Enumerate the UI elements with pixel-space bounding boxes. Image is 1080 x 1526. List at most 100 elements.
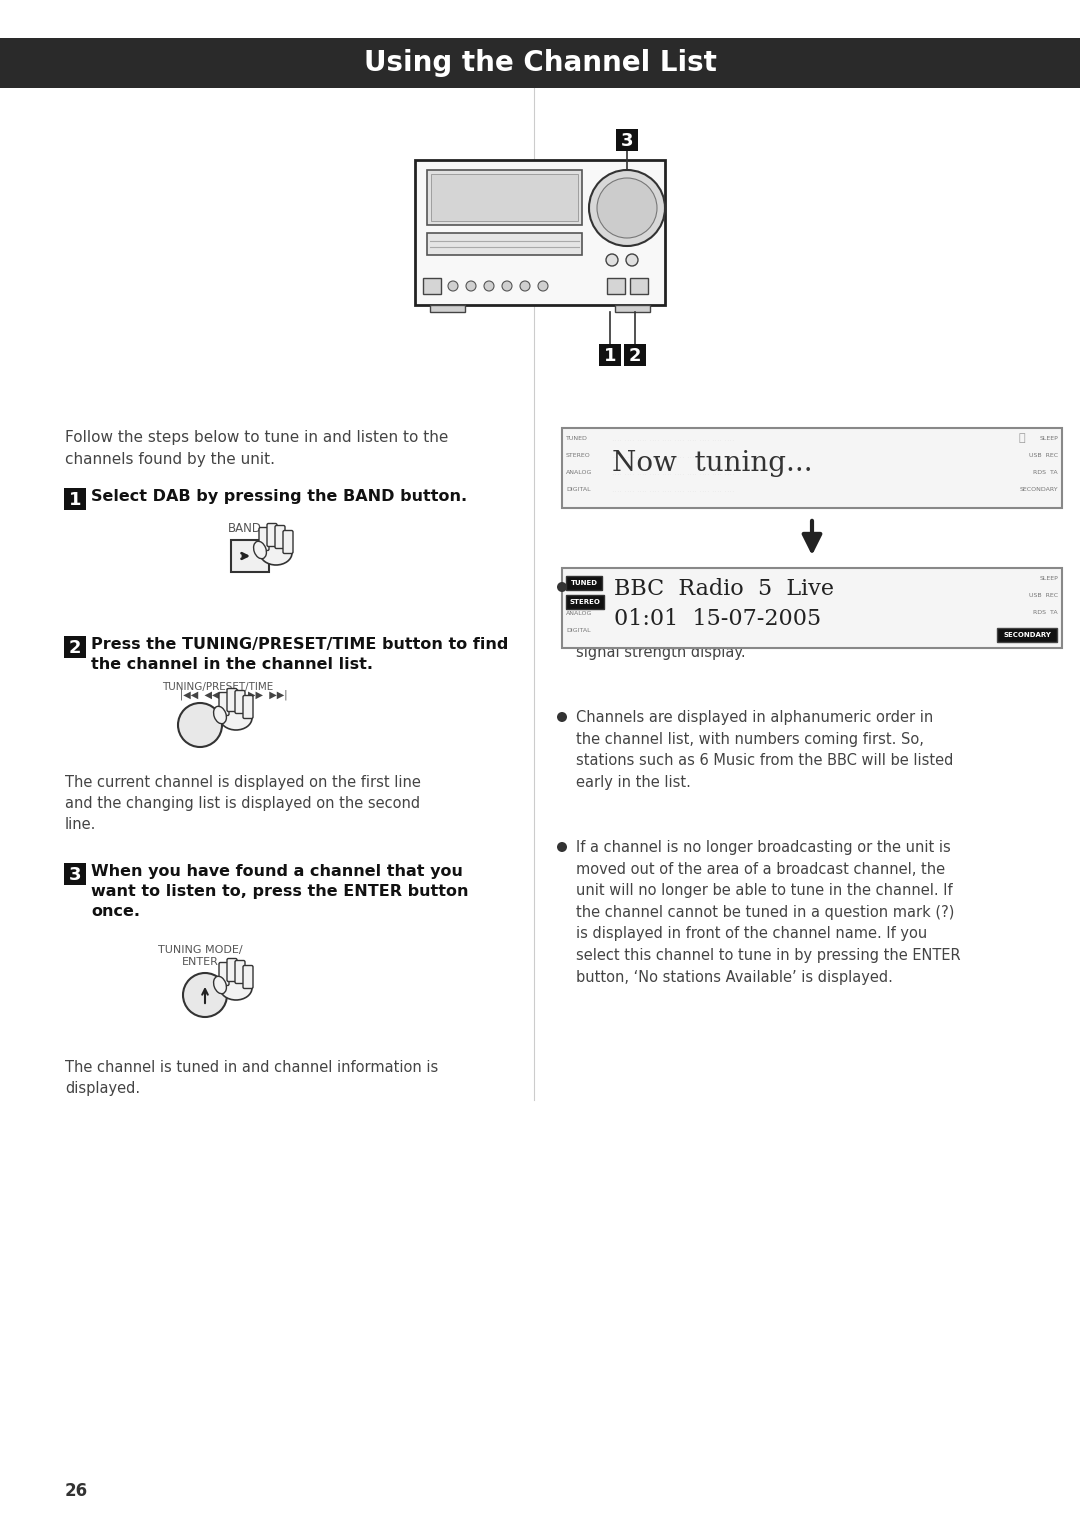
Text: 1: 1 (604, 346, 617, 365)
Circle shape (519, 281, 530, 291)
Text: Using the Channel List: Using the Channel List (364, 49, 716, 76)
Text: Follow the steps below to tune in and listen to the
channels found by the unit.: Follow the steps below to tune in and li… (65, 430, 448, 467)
Text: 2: 2 (69, 639, 81, 658)
Text: SECONDARY: SECONDARY (1020, 487, 1058, 491)
Circle shape (183, 974, 227, 1016)
Bar (64, 864, 86, 885)
Text: ANALOG: ANALOG (566, 470, 592, 475)
Text: .... .... .... .... .... .... .... .... .... ....: .... .... .... .... .... .... .... .... … (612, 438, 734, 443)
Text: SLEEP: SLEEP (1039, 436, 1058, 441)
Text: DIGITAL: DIGITAL (566, 629, 591, 633)
Bar (562, 427, 1062, 508)
Text: .... .... .... .... .... .... .... .... .... ....: .... .... .... .... .... .... .... .... … (612, 488, 734, 493)
Circle shape (626, 253, 638, 266)
FancyBboxPatch shape (283, 531, 293, 554)
FancyBboxPatch shape (259, 528, 269, 551)
Bar (423, 278, 441, 295)
Text: BAND: BAND (228, 522, 262, 536)
Bar (566, 575, 602, 591)
Text: DIGITAL: DIGITAL (566, 487, 591, 491)
Bar (415, 160, 665, 305)
Bar (607, 278, 625, 295)
FancyBboxPatch shape (243, 966, 253, 989)
Text: TUNING/PRESET/TIME: TUNING/PRESET/TIME (162, 682, 273, 691)
Circle shape (557, 713, 567, 722)
Text: The channel is tuned in and channel information is
displayed.: The channel is tuned in and channel info… (65, 1061, 438, 1096)
Circle shape (597, 179, 657, 238)
Text: SECONDARY: SECONDARY (1003, 632, 1051, 638)
Bar (630, 278, 648, 295)
Text: ANALOG: ANALOG (566, 610, 592, 617)
Ellipse shape (214, 977, 227, 993)
FancyBboxPatch shape (275, 525, 285, 548)
Text: Now  tuning...: Now tuning... (612, 450, 812, 478)
Text: To display the signal strength of a channel, press
the ENTER button. The signal : To display the signal strength of a chan… (576, 580, 954, 659)
Text: USB  REC: USB REC (1029, 453, 1058, 458)
FancyBboxPatch shape (235, 960, 245, 983)
Circle shape (557, 581, 567, 592)
Bar (566, 595, 604, 609)
Text: 3: 3 (69, 865, 81, 884)
Text: RDS  TA: RDS TA (1034, 470, 1058, 475)
FancyBboxPatch shape (235, 690, 245, 714)
Bar (231, 540, 269, 572)
Circle shape (538, 281, 548, 291)
Text: USB  REC: USB REC (1029, 594, 1058, 598)
Bar (997, 629, 1057, 642)
Bar (64, 636, 86, 658)
Bar (0, 38, 1080, 89)
Text: 26: 26 (65, 1482, 89, 1500)
Ellipse shape (254, 542, 267, 559)
Text: SLEEP: SLEEP (1039, 575, 1058, 581)
Circle shape (178, 703, 222, 748)
Ellipse shape (214, 707, 227, 723)
Ellipse shape (260, 542, 292, 565)
Text: Select DAB by pressing the BAND button.: Select DAB by pressing the BAND button. (91, 488, 468, 504)
Text: The current channel is displayed on the first line
and the changing list is disp: The current channel is displayed on the … (65, 775, 421, 832)
FancyBboxPatch shape (219, 963, 229, 986)
Bar (599, 343, 621, 366)
Text: 1: 1 (69, 491, 81, 510)
FancyBboxPatch shape (227, 958, 237, 981)
Text: 01:01  15-07-2005: 01:01 15-07-2005 (615, 607, 821, 630)
Text: When you have found a channel that you
want to listen to, press the ENTER button: When you have found a channel that you w… (91, 864, 469, 919)
Text: RDS  TA: RDS TA (1034, 610, 1058, 615)
Text: TUNED: TUNED (570, 580, 597, 586)
Text: ⏻: ⏻ (1018, 433, 1025, 443)
Text: Channels are displayed in alphanumeric order in
the channel list, with numbers c: Channels are displayed in alphanumeric o… (576, 710, 954, 790)
Circle shape (484, 281, 494, 291)
FancyBboxPatch shape (267, 523, 276, 546)
Bar (64, 488, 86, 510)
Text: BBC  Radio  5  Live: BBC Radio 5 Live (615, 578, 834, 600)
Circle shape (502, 281, 512, 291)
Text: STEREO: STEREO (566, 453, 591, 458)
FancyBboxPatch shape (219, 693, 229, 716)
Bar (562, 568, 1062, 649)
Text: ▶▶  ▶▶|: ▶▶ ▶▶| (248, 690, 287, 700)
Text: .... .... .... .... .... .... .... .... .... ....: .... .... .... .... .... .... .... .... … (612, 455, 734, 459)
Bar (430, 305, 465, 311)
Circle shape (557, 842, 567, 852)
Bar (427, 169, 582, 224)
FancyBboxPatch shape (227, 688, 237, 711)
Bar (624, 343, 646, 366)
Text: Press the TUNING/PRESET/TIME button to find
the channel in the channel list.: Press the TUNING/PRESET/TIME button to f… (91, 636, 509, 671)
Text: If a channel is no longer broadcasting or the unit is
moved out of the area of a: If a channel is no longer broadcasting o… (576, 839, 960, 984)
Ellipse shape (220, 977, 252, 1000)
Circle shape (606, 253, 618, 266)
FancyBboxPatch shape (243, 696, 253, 719)
Circle shape (448, 281, 458, 291)
Bar (431, 174, 578, 221)
Bar (616, 130, 638, 151)
Text: TUNED: TUNED (566, 436, 588, 441)
Text: 3: 3 (621, 133, 633, 150)
Text: |◀◀  ◀◀: |◀◀ ◀◀ (180, 690, 219, 700)
Circle shape (589, 169, 665, 246)
Bar (427, 233, 582, 255)
Circle shape (465, 281, 476, 291)
Text: .... .... .... .... .... .... .... .... .... ....: .... .... .... .... .... .... .... .... … (612, 472, 734, 476)
Text: STEREO: STEREO (569, 600, 600, 604)
Bar (615, 305, 650, 311)
Ellipse shape (220, 707, 252, 729)
Text: TUNING MODE/
ENTER: TUNING MODE/ ENTER (158, 945, 242, 967)
